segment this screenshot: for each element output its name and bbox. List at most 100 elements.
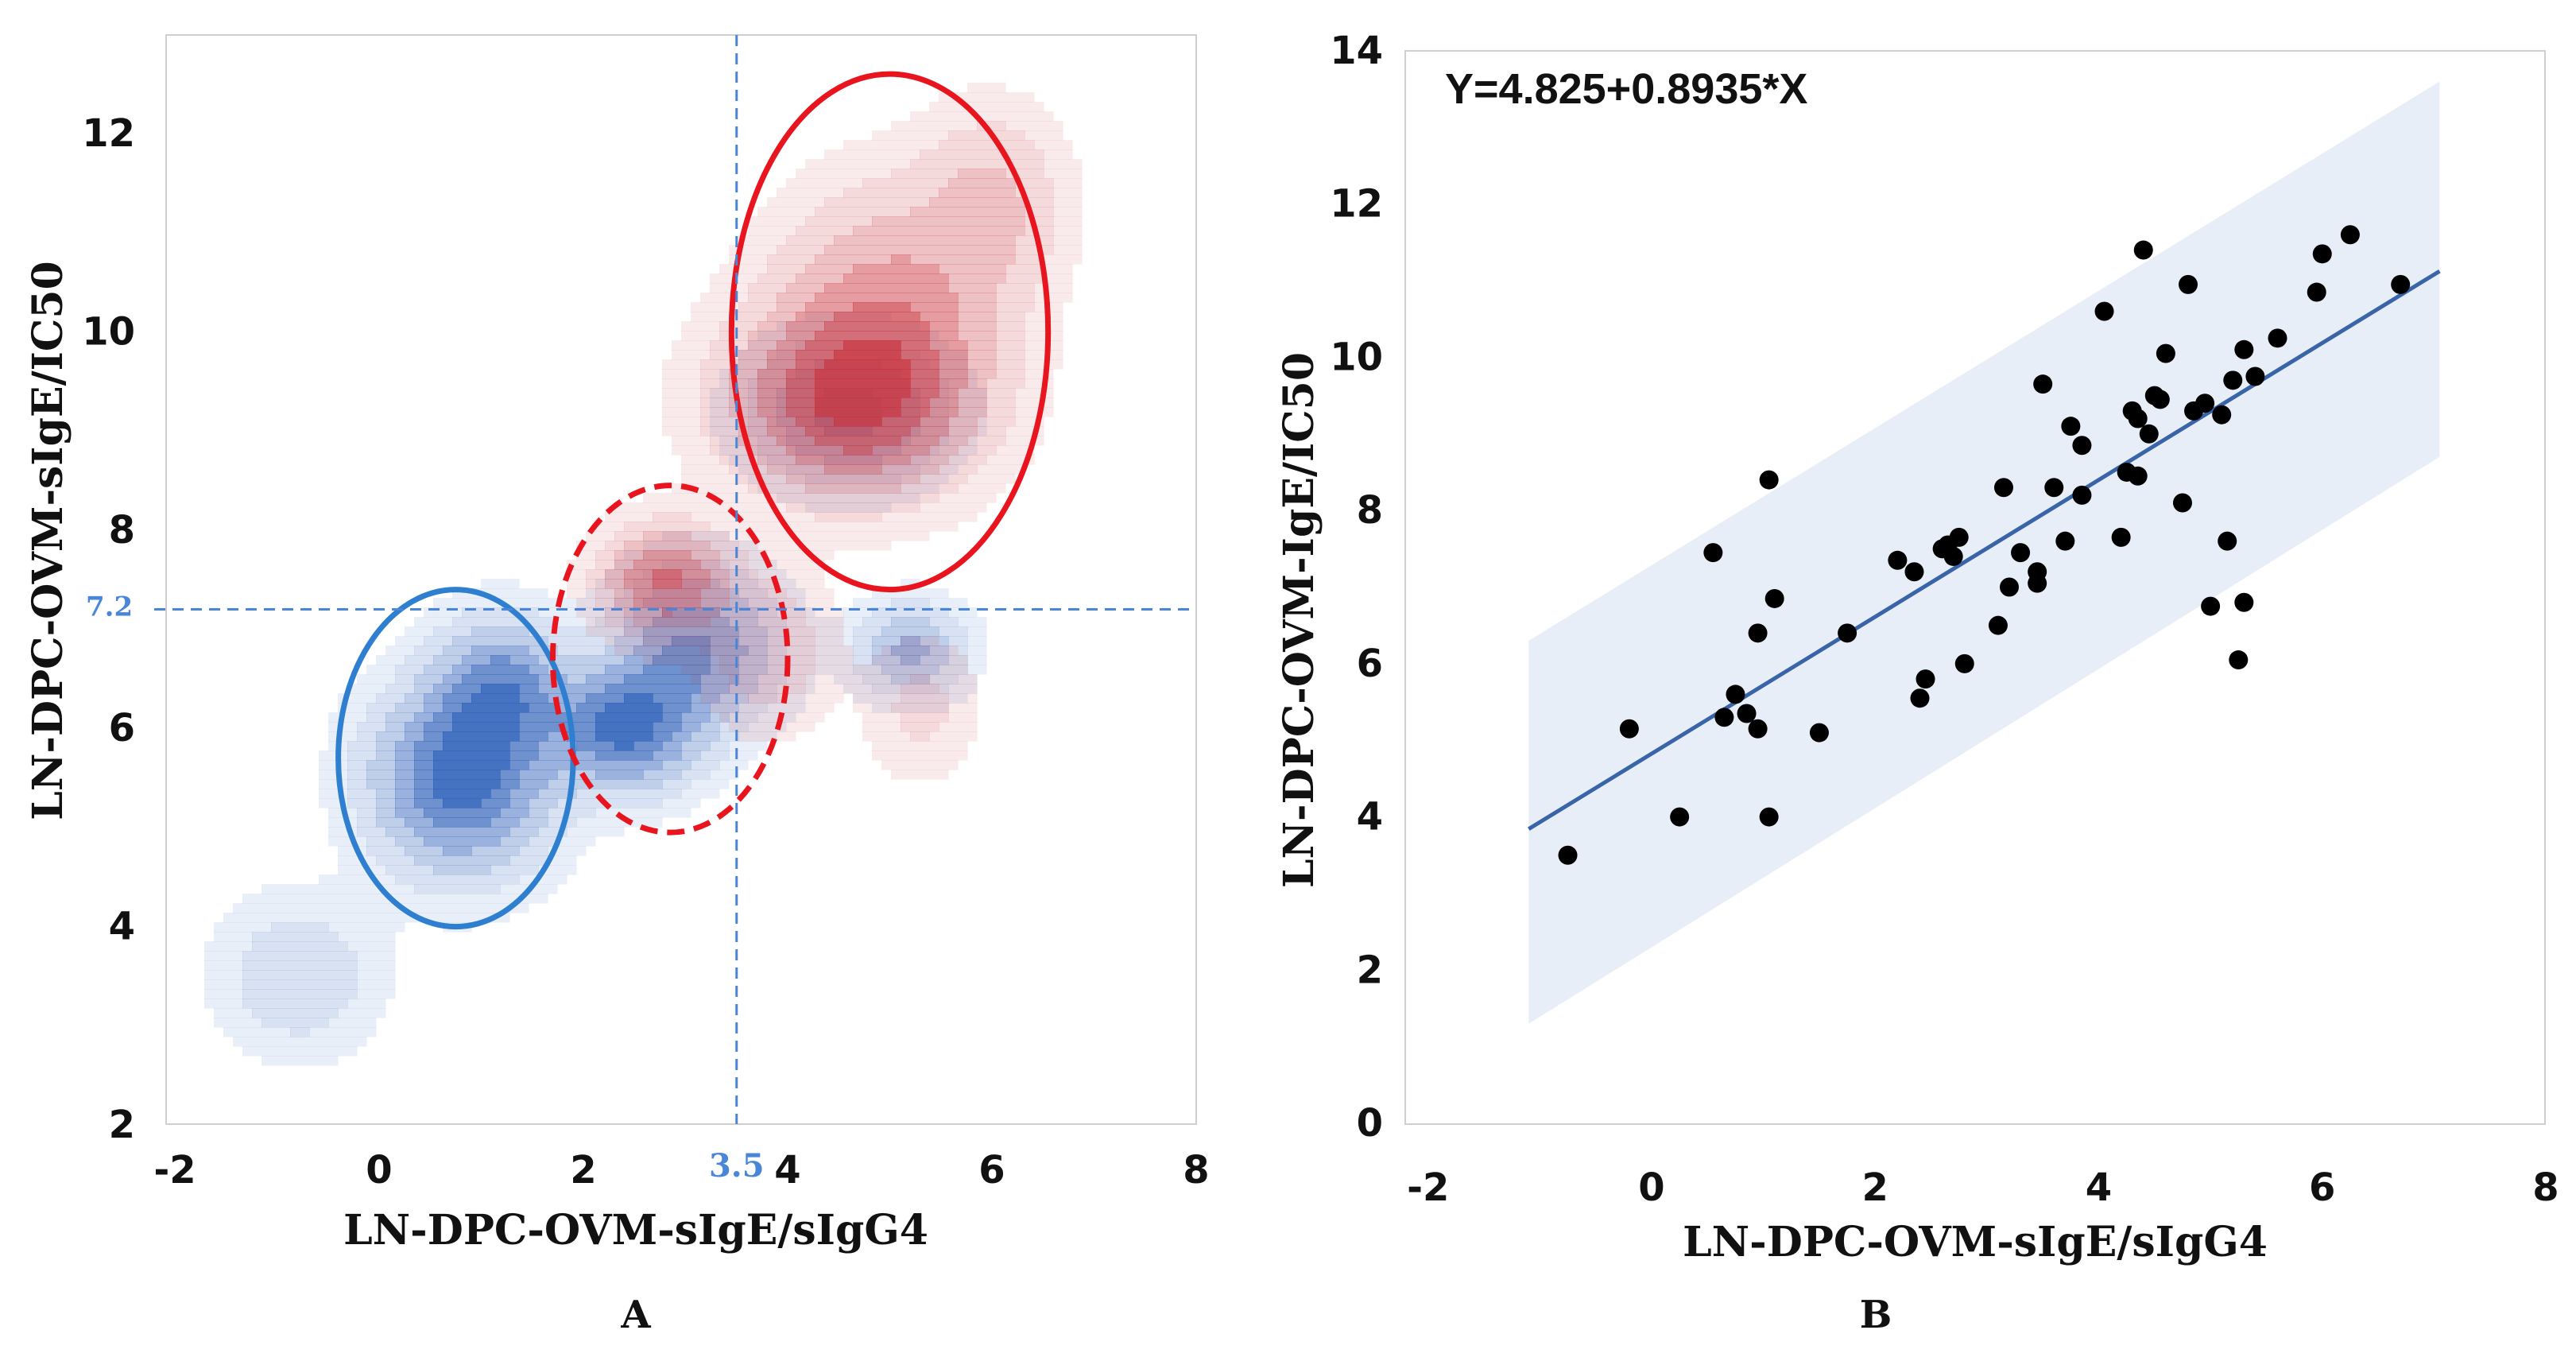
density-cell xyxy=(729,741,768,751)
density-cell xyxy=(242,1046,358,1057)
x-tick-label: 2 xyxy=(570,1148,596,1192)
density-cell xyxy=(357,827,386,837)
density-cell xyxy=(414,617,453,627)
density-cell xyxy=(996,340,1025,351)
density-cell xyxy=(385,722,405,732)
density-cell xyxy=(653,722,682,732)
density-cell xyxy=(443,731,520,742)
density-cell xyxy=(214,1018,262,1028)
density-cell xyxy=(385,827,415,837)
density-cell xyxy=(586,531,615,541)
density-cell xyxy=(395,836,424,847)
density-cell xyxy=(843,684,873,694)
density-cell xyxy=(424,808,501,818)
density-cell xyxy=(462,655,491,665)
density-cell xyxy=(605,646,634,656)
density-cell xyxy=(1044,273,1073,284)
density-cell xyxy=(366,703,396,713)
density-cell xyxy=(338,865,386,875)
density-cell xyxy=(767,197,825,207)
density-cell xyxy=(891,617,930,627)
scatter-point xyxy=(1910,688,1930,708)
density-cell xyxy=(710,541,739,551)
density-cell xyxy=(443,674,463,684)
density-cell xyxy=(338,932,396,942)
density-cell xyxy=(738,655,768,665)
density-cell xyxy=(357,989,396,999)
density-cell xyxy=(777,493,920,503)
density-cell xyxy=(920,655,949,665)
density-cell xyxy=(700,378,730,389)
density-cell xyxy=(672,731,691,742)
density-cell xyxy=(805,216,873,227)
density-cell xyxy=(1015,388,1054,398)
density-cell xyxy=(643,541,758,551)
density-cell xyxy=(757,207,815,217)
density-cell xyxy=(347,760,367,770)
density-cell xyxy=(786,474,920,484)
density-cell xyxy=(729,579,777,589)
density-cell xyxy=(319,770,348,780)
density-cell xyxy=(1044,159,1083,169)
scatter-point xyxy=(2340,225,2360,245)
density-cell xyxy=(920,464,959,475)
density-cell xyxy=(204,960,243,971)
density-cell xyxy=(643,598,749,608)
density-cell xyxy=(347,770,367,780)
density-cell xyxy=(738,359,768,370)
density-cell xyxy=(357,817,377,828)
density-cell xyxy=(1025,197,1054,207)
density-cell xyxy=(624,674,701,684)
density-cell xyxy=(929,646,949,656)
density-cell xyxy=(347,999,386,1009)
scatter-point xyxy=(2033,374,2053,394)
scatter-point xyxy=(2172,493,2192,513)
scatter-point xyxy=(2268,328,2287,348)
density-cell xyxy=(815,512,882,522)
density-cell xyxy=(595,808,691,818)
density-cell xyxy=(929,731,978,742)
density-cell xyxy=(204,979,243,990)
density-cell xyxy=(767,646,787,656)
panel-a-chart: 3.5 7.2 -2 0 2 4 6 8 2 4 6 8 10 12 LN-DPC-OVM-sIgE/… xyxy=(24,34,1210,1337)
density-cell xyxy=(433,598,615,608)
density-cell xyxy=(614,598,634,608)
density-cell xyxy=(958,388,987,398)
density-cell xyxy=(958,312,997,322)
density-cell xyxy=(214,922,272,933)
density-cell xyxy=(853,302,911,312)
density-cell xyxy=(605,665,644,675)
density-cell xyxy=(586,588,625,599)
y-tick-label: 6 xyxy=(1357,642,1383,686)
scatter-point xyxy=(1764,588,1784,608)
density-cell xyxy=(786,626,854,637)
density-cell xyxy=(443,741,510,751)
density-cell xyxy=(786,617,863,627)
density-cell xyxy=(757,378,787,389)
density-cell xyxy=(805,684,901,694)
density-cell xyxy=(395,874,520,885)
density-cell xyxy=(681,579,720,589)
density-cell xyxy=(538,750,596,761)
density-cell xyxy=(891,121,978,131)
density-cell xyxy=(967,655,987,665)
density-cell xyxy=(376,789,396,799)
scatter-point xyxy=(2150,390,2170,409)
density-cell xyxy=(376,731,405,742)
density-cell xyxy=(509,741,539,751)
density-cell xyxy=(443,846,472,856)
density-cell xyxy=(767,417,796,427)
density-cell xyxy=(700,684,730,694)
density-cell xyxy=(796,359,825,370)
density-cell xyxy=(376,817,405,828)
density-cell xyxy=(738,235,787,246)
density-cell xyxy=(996,369,1025,379)
density-cell xyxy=(748,426,787,436)
density-cell xyxy=(891,598,930,608)
density-cell xyxy=(824,464,882,475)
density-cell xyxy=(1034,293,1073,303)
density-cell xyxy=(529,836,558,847)
density-cell xyxy=(700,560,720,570)
density-cell xyxy=(405,817,434,828)
density-cell xyxy=(614,560,663,570)
